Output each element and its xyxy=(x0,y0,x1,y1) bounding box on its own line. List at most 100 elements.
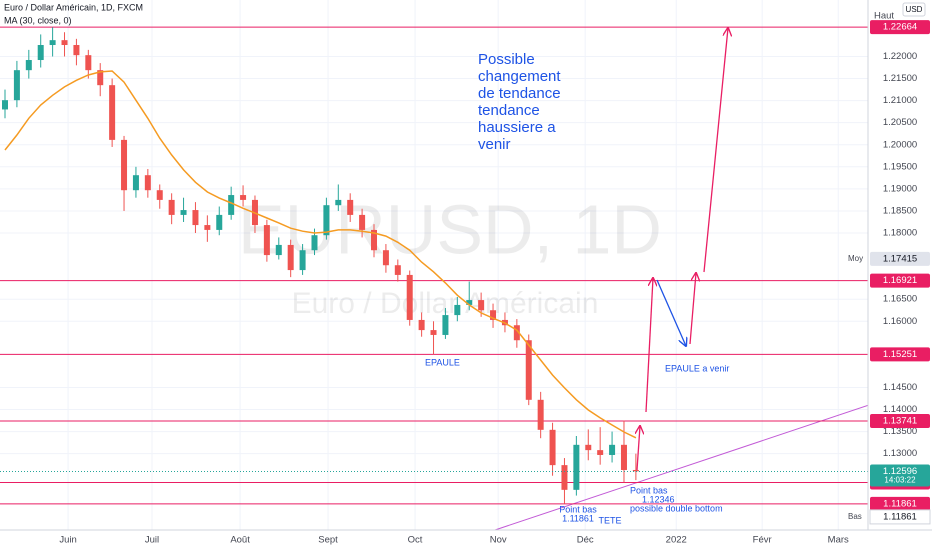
x-tick-label: Nov xyxy=(490,535,507,546)
annotation: 1.11861 xyxy=(562,513,594,523)
x-tick-label: 2022 xyxy=(666,535,687,546)
candle-body xyxy=(418,319,425,331)
annotation: Point bas xyxy=(559,504,597,514)
trend-line xyxy=(494,397,891,531)
candle-body xyxy=(442,315,449,335)
ma-legend: MA (30, close, 0) xyxy=(4,15,72,25)
average-label: Moy xyxy=(848,254,863,263)
high-label: Haut xyxy=(874,11,894,22)
candle-body xyxy=(371,229,378,251)
watermark: EURUSD, 1D xyxy=(238,190,662,268)
candle-body xyxy=(180,210,187,215)
x-tick-label: Oct xyxy=(408,535,423,546)
y-tick-label: 1.22000 xyxy=(883,51,917,62)
price-label-box xyxy=(870,20,930,35)
y-tick-label: 1.20000 xyxy=(883,139,917,150)
price-label: 1.22664 xyxy=(883,22,917,33)
candle-body xyxy=(299,250,306,271)
candle-body xyxy=(347,199,354,215)
y-tick-label: 1.18000 xyxy=(883,228,917,239)
candle-body xyxy=(204,225,211,230)
price-label: 1.12596 xyxy=(883,466,917,477)
candle-body xyxy=(275,244,282,256)
candle-body xyxy=(454,304,461,316)
countdown: 14:03:22 xyxy=(884,476,916,485)
annotation: Point bas xyxy=(630,485,668,495)
candle-body xyxy=(609,444,616,455)
candle-body xyxy=(382,250,389,266)
candle-body xyxy=(49,40,56,46)
candle-body xyxy=(573,444,580,490)
annotation: EPAULE xyxy=(425,357,460,367)
candle-body xyxy=(192,210,199,226)
candle-body xyxy=(632,469,639,472)
candle-body xyxy=(323,205,330,236)
candle-body xyxy=(513,325,520,341)
y-tick-label: 1.16000 xyxy=(883,316,917,327)
candle-body xyxy=(585,444,592,451)
candle-body xyxy=(1,100,8,110)
header-title: Euro / Dollar Américain, 1D, FXCM xyxy=(4,2,143,12)
candle-body xyxy=(228,195,235,215)
annotation: tendance xyxy=(478,102,540,119)
x-tick-label: Mars xyxy=(828,535,849,546)
price-label-box xyxy=(869,509,931,525)
x-tick-label: Juin xyxy=(59,535,76,546)
candle-body xyxy=(13,70,20,101)
arrow xyxy=(689,273,696,345)
candle-body xyxy=(61,40,68,46)
candle-body xyxy=(311,235,318,251)
candle-body xyxy=(359,214,366,230)
x-tick-label: Juil xyxy=(145,535,159,546)
y-tick-label: 1.13500 xyxy=(883,426,917,437)
candle-body xyxy=(490,310,497,320)
candle-body xyxy=(263,225,270,256)
y-tick-label: 1.18500 xyxy=(883,205,917,216)
candle-body xyxy=(109,85,116,140)
annotation: TETE xyxy=(598,515,621,525)
candle-body xyxy=(430,330,437,335)
candle-body xyxy=(620,444,627,470)
annotation: 1.12346 xyxy=(642,494,675,504)
annotations: Possible changement de tendance tendance… xyxy=(425,51,729,525)
y-tick-label: 1.14000 xyxy=(883,404,917,415)
price-label: 1.13741 xyxy=(883,415,917,426)
annotation: haussiere a xyxy=(478,119,556,136)
y-tick-label: 1.21000 xyxy=(883,95,917,106)
candle-body xyxy=(156,190,163,200)
y-tick-label: 1.13000 xyxy=(883,448,917,459)
candle-body xyxy=(73,45,80,56)
price-label-box xyxy=(870,496,930,511)
annotation: possible double bottom xyxy=(630,503,723,513)
candle-body xyxy=(85,55,92,71)
y-tick-label: 1.21500 xyxy=(883,73,917,84)
candle-body xyxy=(406,274,413,320)
candle-body xyxy=(549,429,556,466)
price-label: 1.17415 xyxy=(883,253,917,264)
annotation: venir xyxy=(478,136,511,153)
y-tick-label: 1.19000 xyxy=(883,183,917,194)
price-label: 1.15251 xyxy=(883,349,917,360)
price-label: 1.11861 xyxy=(883,511,917,522)
arrow xyxy=(645,278,653,413)
price-label-box xyxy=(870,251,930,266)
candle-body xyxy=(37,45,44,61)
candle-body xyxy=(394,265,401,275)
low-label: Bas xyxy=(848,512,862,521)
price-label-box xyxy=(870,413,930,428)
x-tick-label: Août xyxy=(230,535,250,546)
annotation: EPAULE a venir xyxy=(665,363,729,373)
arrows xyxy=(637,28,728,471)
y-tick-label: 1.16500 xyxy=(883,294,917,305)
arrow xyxy=(656,279,686,346)
axes: 1.22000 1.21500 1.21000 1.20500 1.20000 1.195… xyxy=(59,20,931,546)
x-tick-label: Déc xyxy=(577,535,594,546)
annotation: Possible xyxy=(478,51,535,68)
candle-body xyxy=(597,450,604,455)
candle-body xyxy=(478,300,485,311)
candle-body xyxy=(132,175,139,191)
y-tick-label: 1.20500 xyxy=(883,117,917,128)
candle-body xyxy=(216,214,223,230)
